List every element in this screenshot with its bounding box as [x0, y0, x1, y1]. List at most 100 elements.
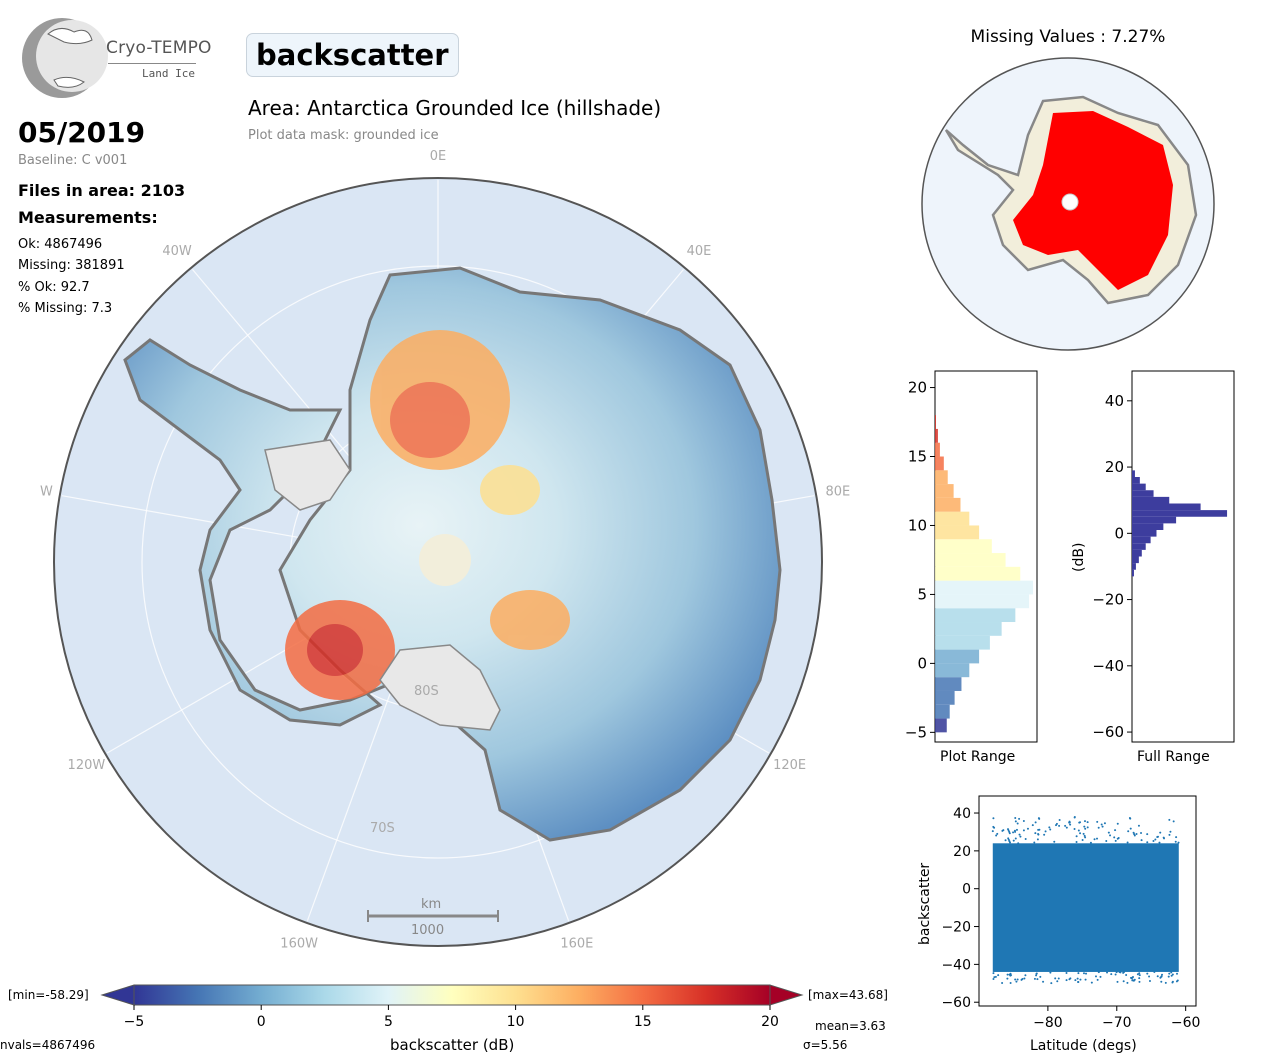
- histogram-bar: [935, 690, 955, 705]
- histogram-bar: [935, 553, 1006, 567]
- scatter-point: [1177, 841, 1180, 844]
- scatter-point: [1009, 982, 1012, 985]
- histogram-bar: [1132, 496, 1170, 504]
- histogram-bar: [1132, 569, 1134, 577]
- scatter-point: [1135, 833, 1138, 836]
- scatter-point: [992, 972, 995, 975]
- scatter-point: [1012, 839, 1015, 842]
- histogram-bar: [935, 442, 940, 457]
- logo-subtext: Land Ice: [142, 67, 195, 80]
- mini-missing-region: [1013, 111, 1173, 290]
- scatter-point: [1168, 972, 1171, 975]
- y-tick-label: 40: [1105, 392, 1124, 410]
- longitude-label: 0E: [430, 150, 447, 164]
- scatter-point: [1079, 832, 1082, 835]
- y-tick-label: −60: [941, 995, 971, 1011]
- scatter-point: [1082, 832, 1085, 835]
- scatter-point: [997, 974, 1000, 977]
- histogram-bar: [1132, 483, 1146, 491]
- scatter-point: [1133, 978, 1136, 981]
- histogram-bar: [1132, 503, 1201, 511]
- scatter-point: [1127, 830, 1130, 833]
- scatter-point: [992, 978, 995, 981]
- y-tick-label: 0: [1114, 524, 1124, 542]
- scatter-point: [1116, 980, 1119, 983]
- scatter-point: [1140, 832, 1143, 835]
- scatter-point: [1058, 818, 1061, 821]
- scatter-point: [1084, 978, 1087, 981]
- scatter-point: [1039, 975, 1042, 978]
- pole-hole: [419, 534, 471, 586]
- scatter-point: [1015, 980, 1018, 983]
- scatter-point: [1014, 816, 1017, 819]
- scatter-point: [1050, 982, 1053, 985]
- scatter-point: [1037, 833, 1040, 836]
- scatter-point: [1015, 828, 1018, 831]
- scatter-point: [1156, 975, 1159, 978]
- scatter-point: [1096, 820, 1099, 823]
- scatter-point: [1175, 836, 1178, 839]
- scatter-point: [1049, 971, 1052, 974]
- scatter-point: [1160, 980, 1163, 983]
- histogram-bar: [1132, 563, 1136, 570]
- scatter-point: [993, 976, 996, 979]
- mask-note: Plot data mask: grounded ice: [248, 128, 439, 143]
- parameter-title: backscatter: [246, 33, 459, 77]
- scatter-point: [1075, 835, 1078, 838]
- histogram-bar: [1132, 470, 1135, 477]
- y-tick-label: 15: [908, 448, 927, 466]
- scatter-point: [1012, 831, 1015, 834]
- scatter-point: [1010, 974, 1013, 977]
- longitude-label: 80E: [825, 484, 850, 499]
- scatter-point: [1083, 825, 1086, 828]
- scatter-point: [1126, 841, 1129, 844]
- cryo-tempo-logo: [22, 18, 108, 98]
- scatter-point: [1115, 971, 1118, 974]
- y-tick-label: 20: [908, 379, 927, 397]
- scatter-point: [1044, 830, 1047, 833]
- scatter-point: [1168, 818, 1171, 821]
- y-tick-label: 10: [908, 516, 927, 534]
- scatter-point: [1131, 979, 1134, 982]
- scatter-point: [992, 817, 995, 820]
- scatter-point: [1014, 830, 1017, 833]
- scatter-point: [1093, 838, 1096, 841]
- scatter-point: [1176, 972, 1179, 975]
- scatter-xlabel: Latitude (degs): [1030, 1038, 1137, 1054]
- histogram-bar: [1132, 516, 1177, 524]
- scatter-point: [1026, 827, 1029, 830]
- scatter-point: [1138, 974, 1141, 977]
- histogram-bar: [935, 566, 1021, 581]
- scatter-point: [1161, 973, 1164, 976]
- scatter-point: [1077, 972, 1080, 975]
- colorbar-max-label: [max=43.68]: [808, 988, 888, 1002]
- scatter-point: [992, 825, 995, 828]
- scatter-point: [1163, 837, 1166, 840]
- scatter-point: [1081, 838, 1084, 841]
- histogram-bar: [935, 635, 990, 650]
- y-tick-label: −20: [1092, 591, 1124, 609]
- histogram-bar: [935, 677, 962, 691]
- scatter-point: [1171, 973, 1174, 976]
- histogram-bar: [1132, 523, 1164, 530]
- longitude-label: 40W: [162, 244, 192, 259]
- scatter-point: [1036, 838, 1039, 841]
- latitude-scatter: −60 −40 −20 0 20 40 −80 −70 −60 backscatter Lati…: [917, 795, 1200, 1054]
- scatter-point: [1002, 829, 1005, 832]
- scatter-point: [1035, 972, 1038, 975]
- scatter-point: [1084, 827, 1087, 830]
- scatter-point: [1097, 826, 1100, 829]
- y-tick-label: −60: [1092, 723, 1124, 741]
- histogram-bar: [935, 608, 1016, 623]
- scatter-point: [1084, 836, 1087, 839]
- histogram-bar: [935, 525, 980, 540]
- scatter-point: [1006, 977, 1009, 980]
- colorbar-label: backscatter (dB): [390, 1036, 514, 1054]
- scatter-point: [1105, 839, 1108, 842]
- missing-values-map: [921, 57, 1215, 351]
- histogram-bar: [935, 663, 970, 678]
- scatter-point: [1068, 821, 1071, 824]
- scatter-point: [1096, 978, 1099, 981]
- scatter-point: [1171, 981, 1174, 984]
- scatter-point: [1125, 973, 1128, 976]
